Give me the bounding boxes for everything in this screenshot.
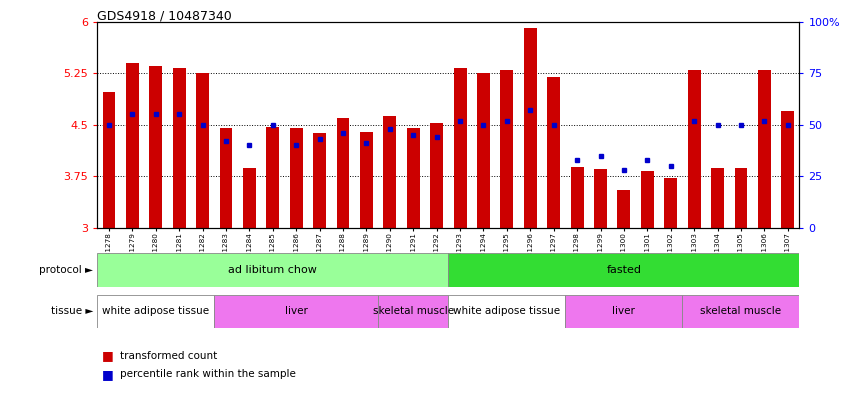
Bar [290, 128, 303, 228]
Text: ad libitum chow: ad libitum chow [228, 265, 317, 275]
Bar [313, 133, 326, 228]
Bar [220, 128, 233, 228]
Text: white adipose tissue: white adipose tissue [453, 307, 560, 316]
Bar [524, 28, 536, 228]
Bar [196, 73, 209, 228]
Bar [266, 127, 279, 228]
Bar [448, 253, 799, 287]
Text: skeletal muscle: skeletal muscle [700, 307, 782, 316]
Bar [150, 66, 162, 228]
Bar [547, 77, 560, 228]
Bar [126, 63, 139, 228]
Bar [453, 68, 466, 228]
Bar [688, 70, 700, 228]
Text: ■: ■ [102, 349, 113, 362]
Bar [97, 253, 448, 287]
Text: fasted: fasted [607, 265, 641, 275]
Bar [378, 295, 448, 328]
Bar [214, 295, 378, 328]
Bar [448, 295, 565, 328]
Bar [477, 72, 490, 228]
Text: tissue ►: tissue ► [51, 307, 93, 316]
Bar [782, 111, 794, 228]
Bar [383, 116, 396, 228]
Bar [711, 168, 724, 228]
Bar [641, 171, 654, 228]
Bar [664, 178, 677, 228]
Text: ■: ■ [102, 367, 113, 381]
Text: skeletal muscle: skeletal muscle [373, 307, 453, 316]
Bar [102, 92, 115, 228]
Bar [97, 295, 214, 328]
Bar [243, 168, 255, 228]
Bar [407, 127, 420, 228]
Bar [501, 70, 514, 228]
Text: liver: liver [613, 307, 635, 316]
Bar [594, 169, 607, 228]
Text: GDS4918 / 10487340: GDS4918 / 10487340 [97, 10, 232, 23]
Bar [173, 68, 185, 228]
Text: transformed count: transformed count [120, 351, 217, 361]
Bar [431, 123, 443, 228]
Bar [683, 295, 799, 328]
Text: liver: liver [285, 307, 308, 316]
Bar [337, 118, 349, 228]
Text: percentile rank within the sample: percentile rank within the sample [120, 369, 296, 379]
Text: protocol ►: protocol ► [39, 265, 93, 275]
Bar [618, 190, 630, 228]
Bar [565, 295, 683, 328]
Bar [571, 167, 584, 228]
Bar [360, 132, 373, 228]
Text: white adipose tissue: white adipose tissue [102, 307, 209, 316]
Bar [734, 168, 747, 228]
Bar [758, 70, 771, 228]
